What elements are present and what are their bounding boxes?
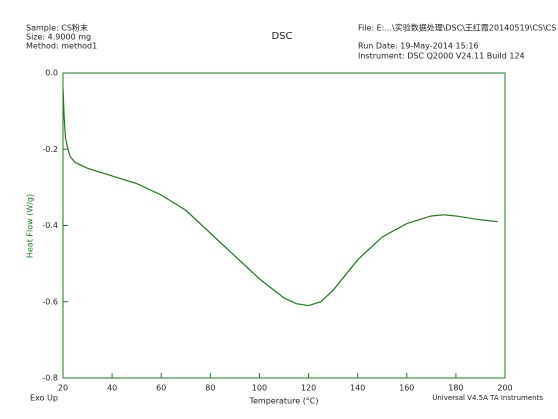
x-tick-label: 180 — [448, 384, 463, 393]
x-tick-label: 80 — [205, 384, 215, 393]
data-line — [62, 88, 498, 307]
y-tick-label: 0.0 — [45, 69, 58, 78]
y-tick-label: -0.2 — [42, 145, 58, 154]
plot-frame — [62, 72, 506, 379]
y-axis-label: Heat Flow (W/g) — [26, 194, 35, 258]
header-right: File: E:...\实验数据处理\DSC\王红霞20140519\CS\CS — [358, 23, 556, 33]
x-tick-label: 40 — [107, 384, 117, 393]
header-right: Run Date: 19-May-2014 15:16 — [358, 42, 479, 51]
header-right: Instrument: DSC Q2000 V24.11 Build 124 — [358, 52, 525, 61]
x-axis-label: Temperature (°C) — [248, 397, 318, 406]
x-tick-label: 160 — [399, 384, 414, 393]
x-tick-label: 120 — [301, 384, 316, 393]
footer-right: Universal V4.5A TA Instruments — [432, 394, 543, 402]
header-left: Size: 4.9000 mg — [26, 33, 91, 42]
x-tick-label: 140 — [350, 384, 365, 393]
chart-title: DSC — [271, 31, 292, 42]
y-tick-label: -0.8 — [42, 374, 58, 383]
x-tick-label: 100 — [252, 384, 267, 393]
x-tick-label: 20 — [58, 384, 68, 393]
header-left: Method: method1 — [26, 42, 97, 51]
footer-left: Exo Up — [30, 394, 58, 403]
x-tick-label: 200 — [497, 384, 512, 393]
header-left: Sample: CS粉末 — [26, 23, 88, 33]
y-tick-label: -0.6 — [42, 297, 58, 306]
x-tick-label: 60 — [156, 384, 166, 393]
y-tick-label: -0.4 — [42, 221, 58, 230]
